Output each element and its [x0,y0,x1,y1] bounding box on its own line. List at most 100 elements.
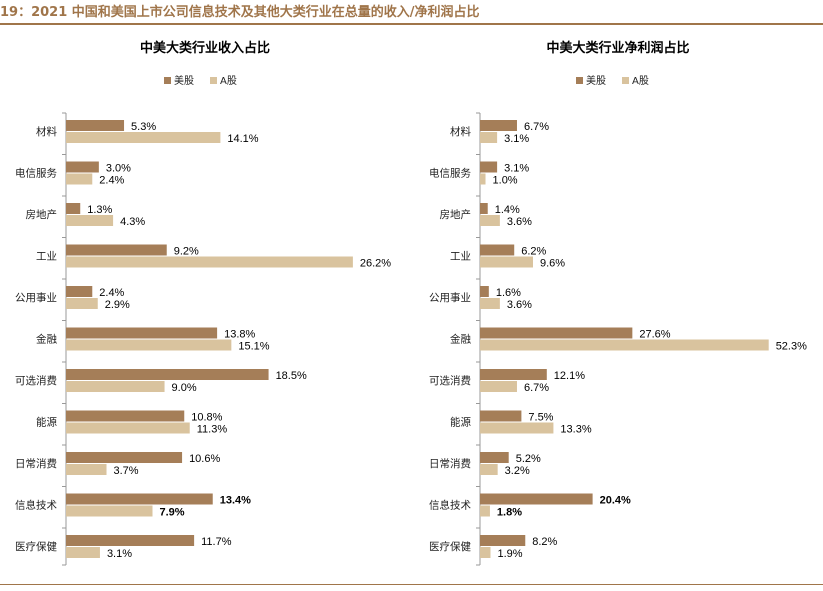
chart1-data-label: 4.3% [120,216,145,228]
chart1-title: 中美大类行业收入占比 [140,40,270,56]
chart1-data-label: 13.4% [220,495,251,507]
chart2-category-label: 金融 [450,333,471,346]
chart2-category-label: 房地产 [440,208,472,221]
chart1-bar-cn [66,215,114,226]
chart2-data-label: 6.2% [521,246,546,258]
chart1-data-label: 14.1% [227,133,258,145]
chart1-bar-us [66,452,183,463]
chart2-bar-us [480,120,517,131]
chart2-bar-us [480,410,522,422]
chart1-data-label: 10.8% [191,412,222,424]
chart2-bar-cn [480,132,498,143]
chart2-category-label: 日常消费 [429,457,471,470]
chart1-bar-cn [66,505,153,517]
chart1-data-label: 7.9% [160,507,185,519]
chart1-data-label: 3.1% [107,548,132,560]
chart2-bar-cn [480,505,490,517]
chart1-category-label: 能源 [36,416,57,429]
chart1-category-label: 金融 [36,333,57,346]
chart1-data-label: 18.5% [276,370,307,382]
chart1-data-label: 11.3% [197,424,228,436]
chart1-bar-us [66,286,93,297]
chart2-bar-us [480,244,515,256]
chart2-legend-swatch-2 [622,77,629,84]
chart2-bar-cn [480,381,517,392]
chart1-bar-cn [66,422,190,434]
chart2-bar-us [480,161,498,173]
chart2-data-label: 1.8% [497,507,522,519]
chart2-data-label: 27.6% [639,329,670,341]
chart2-bar-us [480,369,547,380]
chart1-data-label: 9.0% [172,382,197,394]
chart2-bar-us [480,493,593,505]
chart2-data-label: 8.2% [532,536,557,548]
chart2-title: 中美大类行业净利润占比 [546,40,689,56]
chart2-data-label: 6.7% [524,121,549,133]
chart1-data-label: 5.3% [131,121,156,133]
chart2-legend-label-1: 美股 [586,74,606,87]
chart2-bar-cn [480,464,498,475]
page-title: 19：2021 中国和美国上市公司信息技术及其他大类行业在总量的收入/净利润占比 [0,5,480,20]
chart1-data-label: 2.4% [99,287,124,299]
chart2-bar-us [480,203,488,214]
chart2-category-label: 信息技术 [429,499,471,512]
chart2-bar-cn [480,173,486,185]
chart2-legend-label-2: A股 [632,75,649,87]
chart1-category-label: 公用事业 [15,291,57,304]
chart2-data-label: 20.4% [600,495,631,507]
chart1-data-label: 2.4% [99,175,124,187]
chart1-category-label: 材料 [36,125,57,138]
chart1-data-label: 26.2% [360,258,391,270]
chart1-data-label: 10.6% [189,453,220,465]
chart1-bar-cn [66,464,107,475]
chart1-category-label: 工业 [36,251,57,263]
chart1-bar-us [66,410,185,422]
chart1-bar-cn [66,132,221,143]
chart1-legend-swatch-2 [210,77,217,84]
chart2-data-label: 6.7% [524,382,549,394]
chart2-category-label: 公用事业 [429,291,471,304]
chart2-bar-us [480,327,633,339]
chart1-category-label: 医疗保健 [15,540,57,553]
chart1-category-label: 电信服务 [15,167,57,180]
chart2-data-label: 5.2% [516,453,541,465]
chart1-category-label: 信息技术 [15,499,57,512]
chart1-data-label: 3.0% [106,163,131,175]
chart1-bar-cn [66,381,165,392]
chart2-category-label: 可选消费 [429,374,471,387]
chart2-bar-cn [480,298,500,309]
chart1-bar-us [66,120,125,131]
chart1-data-label: 15.1% [238,341,269,353]
chart1-bar-us [66,203,81,214]
chart2-data-label: 52.3% [776,341,807,353]
chart1-bar-cn [66,547,100,558]
chart2-bar-cn [480,547,491,558]
chart2-bar-us [480,535,526,546]
chart1-data-label: 2.9% [105,299,130,311]
chart2-data-label: 12.1% [554,370,585,382]
chart2-category-label: 能源 [450,416,471,429]
chart2-data-label: 9.6% [540,258,565,270]
chart2-legend-swatch-1 [576,77,583,84]
chart1-data-label: 1.3% [87,204,112,216]
chart1-category-label: 房地产 [26,208,58,221]
chart1-data-label: 13.8% [224,329,255,341]
chart1-bar-us [66,244,167,256]
chart2-data-label: 1.0% [493,175,518,187]
chart1-data-label: 3.7% [114,465,139,477]
chart1-bar-cn [66,298,98,309]
footer-rule [0,584,823,585]
chart1-data-label: 9.2% [174,246,199,258]
chart2-data-label: 3.2% [505,465,530,477]
chart2-data-label: 3.6% [507,216,532,228]
title-rule [0,23,823,25]
chart2-category-label: 材料 [450,125,471,138]
chart1-bar-cn [66,173,93,185]
chart1-bar-us [66,493,213,505]
chart1-bar-us [66,327,218,339]
chart1-data-label: 11.7% [201,536,232,548]
chart2-category-label: 医疗保健 [429,540,471,553]
chart1-category-label: 日常消费 [15,457,57,470]
chart2-bar-cn [480,256,533,268]
chart1-bar-cn [66,256,353,268]
